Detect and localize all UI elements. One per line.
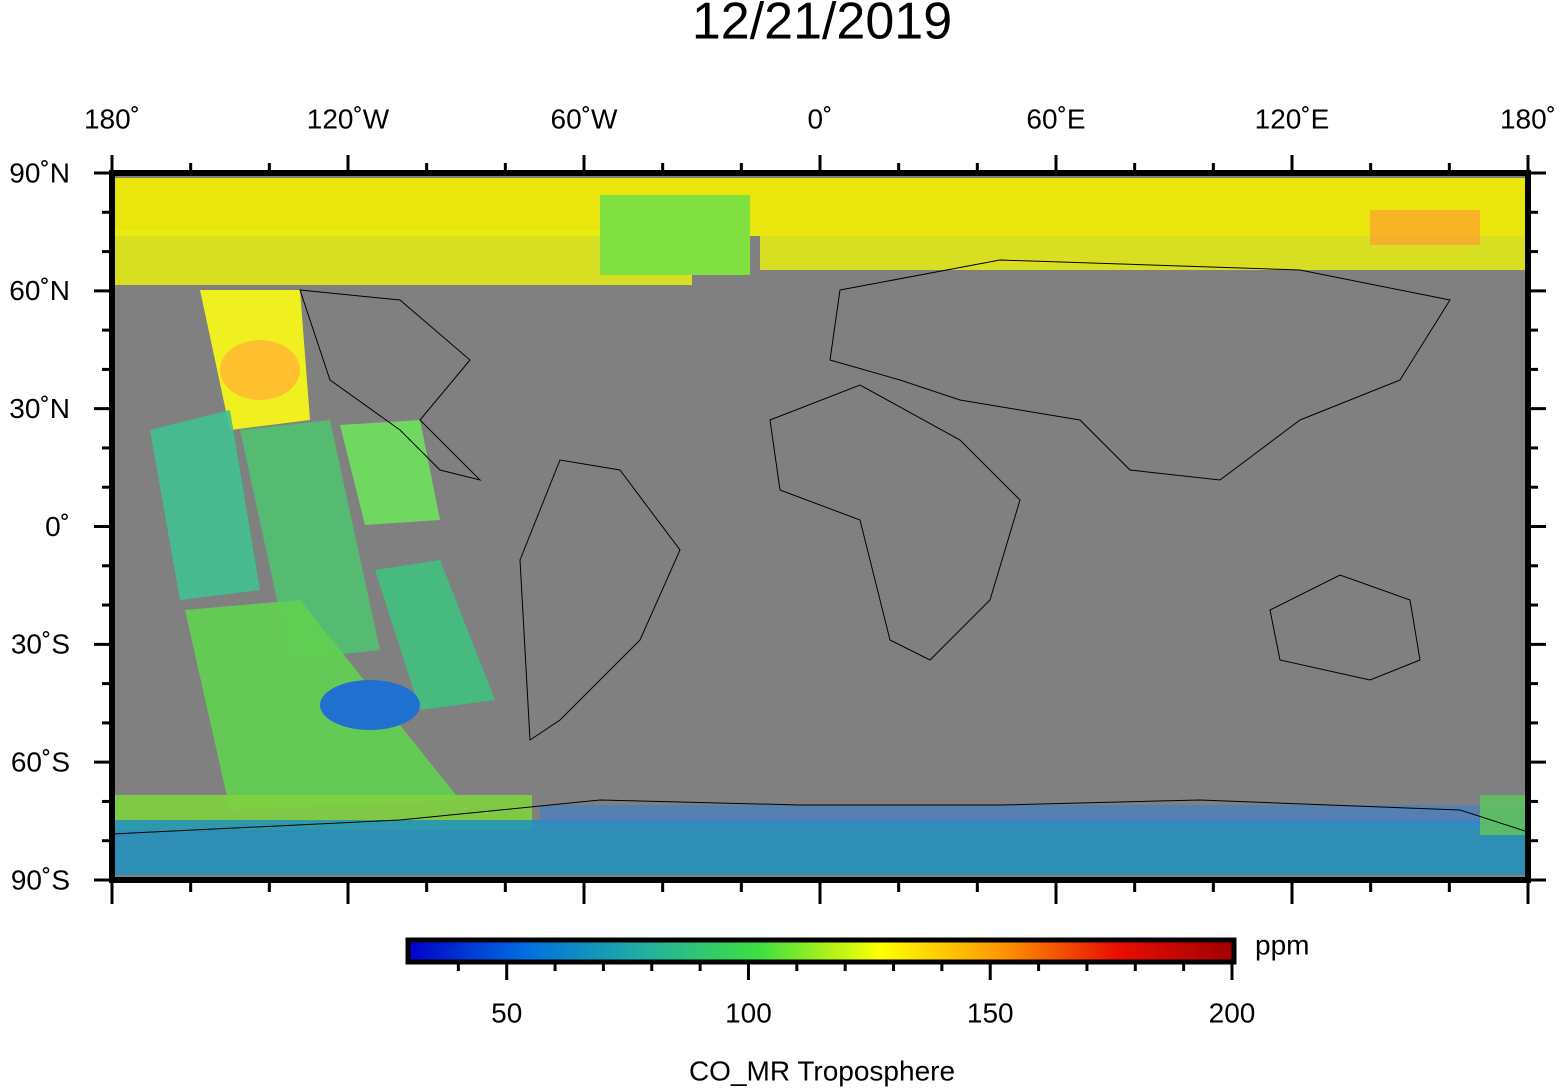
y-tick-label: 0˚ <box>45 511 70 542</box>
x-tick-label: 120˚E <box>1255 103 1330 134</box>
x-tick-label: 0˚ <box>808 103 833 134</box>
y-tick-label: 90˚S <box>11 864 70 895</box>
x-tick-label: 60˚W <box>551 103 618 134</box>
colorbar-tick-label: 150 <box>967 997 1014 1028</box>
y-tick-label: 30˚N <box>9 393 70 424</box>
y-tick-label: 30˚S <box>11 629 70 660</box>
x-tick-label: 120˚W <box>307 103 390 134</box>
y-tick-label: 60˚N <box>9 275 70 306</box>
colorbar-units: ppm <box>1255 929 1309 960</box>
colorbar-tick-label: 50 <box>491 997 522 1028</box>
x-tick-label: 180˚ <box>1500 103 1556 134</box>
colorbar-tick-label: 100 <box>725 997 772 1028</box>
colorbar <box>405 937 1237 965</box>
y-tick-label: 60˚S <box>11 747 70 778</box>
y-tick-label: 90˚N <box>9 157 70 188</box>
x-tick-label: 180˚ <box>84 103 140 134</box>
colorbar-title: CO_MR Troposphere <box>689 1055 955 1086</box>
map-title: 12/21/2019 <box>692 0 952 51</box>
data-overlay <box>112 178 1528 875</box>
x-tick-label: 60˚E <box>1026 103 1085 134</box>
colorbar-tick-label: 200 <box>1209 997 1256 1028</box>
